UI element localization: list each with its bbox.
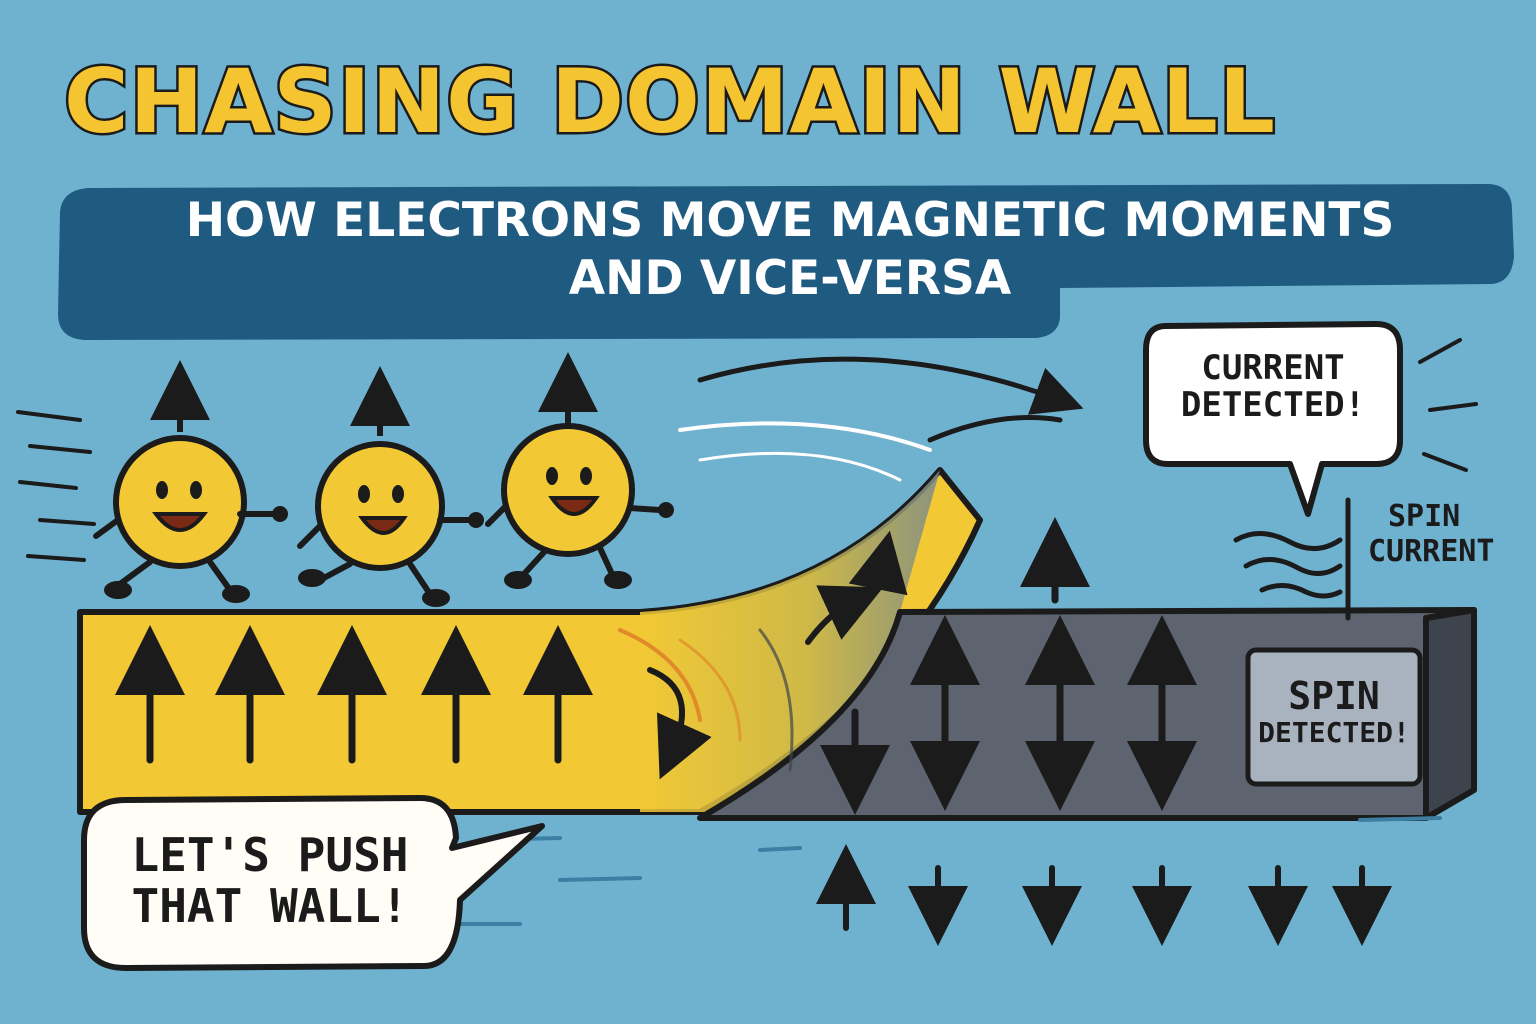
current-bubble-line-2: DETECTED! xyxy=(1180,385,1366,426)
subtitle-line-1: HOW ELECTRONS MOVE MAGNETIC MOMENTS xyxy=(185,193,1395,248)
bottom-arrows xyxy=(816,844,1392,946)
electron-character-3 xyxy=(485,352,674,589)
electron-character-1 xyxy=(93,360,288,603)
subtitle-line-2: AND VICE-VERSA xyxy=(568,251,1012,306)
gray-domain-side xyxy=(1423,607,1477,821)
spin-detected-line-1: SPIN xyxy=(1288,674,1380,718)
push-bubble-line-2: THAT WALL! xyxy=(131,878,409,933)
subtitle-banner xyxy=(58,184,1514,340)
motion-lines xyxy=(16,338,1478,562)
spin-current-flag xyxy=(1233,497,1351,621)
gray-arrows xyxy=(820,517,1197,815)
curved-arrows xyxy=(647,530,908,780)
spin-current-line-2: CURRENT xyxy=(1368,533,1495,569)
push-bubble-line-1: LET'S PUSH xyxy=(131,828,409,882)
electron-character-2 xyxy=(297,366,484,607)
spin-detected-label: SPIN DETECTED! xyxy=(1250,674,1418,749)
floor-dashes xyxy=(458,816,1442,926)
spin-detected-line-2: DETECTED! xyxy=(1258,715,1410,749)
page-title: CHASING DOMAIN WALL xyxy=(62,50,1278,153)
current-swoosh xyxy=(678,356,1084,482)
spin-detected-panel xyxy=(1245,647,1423,787)
spin-current-line-1: SPIN xyxy=(1388,499,1461,534)
push-bubble xyxy=(81,795,545,971)
current-bubble xyxy=(1143,321,1403,517)
wall-swirls xyxy=(618,628,794,772)
subtitle: HOW ELECTRONS MOVE MAGNETIC MOMENTS AND … xyxy=(60,192,1520,308)
push-bubble-text: LET'S PUSH THAT WALL! xyxy=(90,830,450,931)
current-bubble-line-1: CURRENT xyxy=(1201,348,1345,388)
current-bubble-text: CURRENT DETECTED! xyxy=(1150,348,1396,426)
yellow-up-arrows xyxy=(115,625,593,764)
spin-current-label: SPIN CURRENT xyxy=(1368,499,1495,569)
